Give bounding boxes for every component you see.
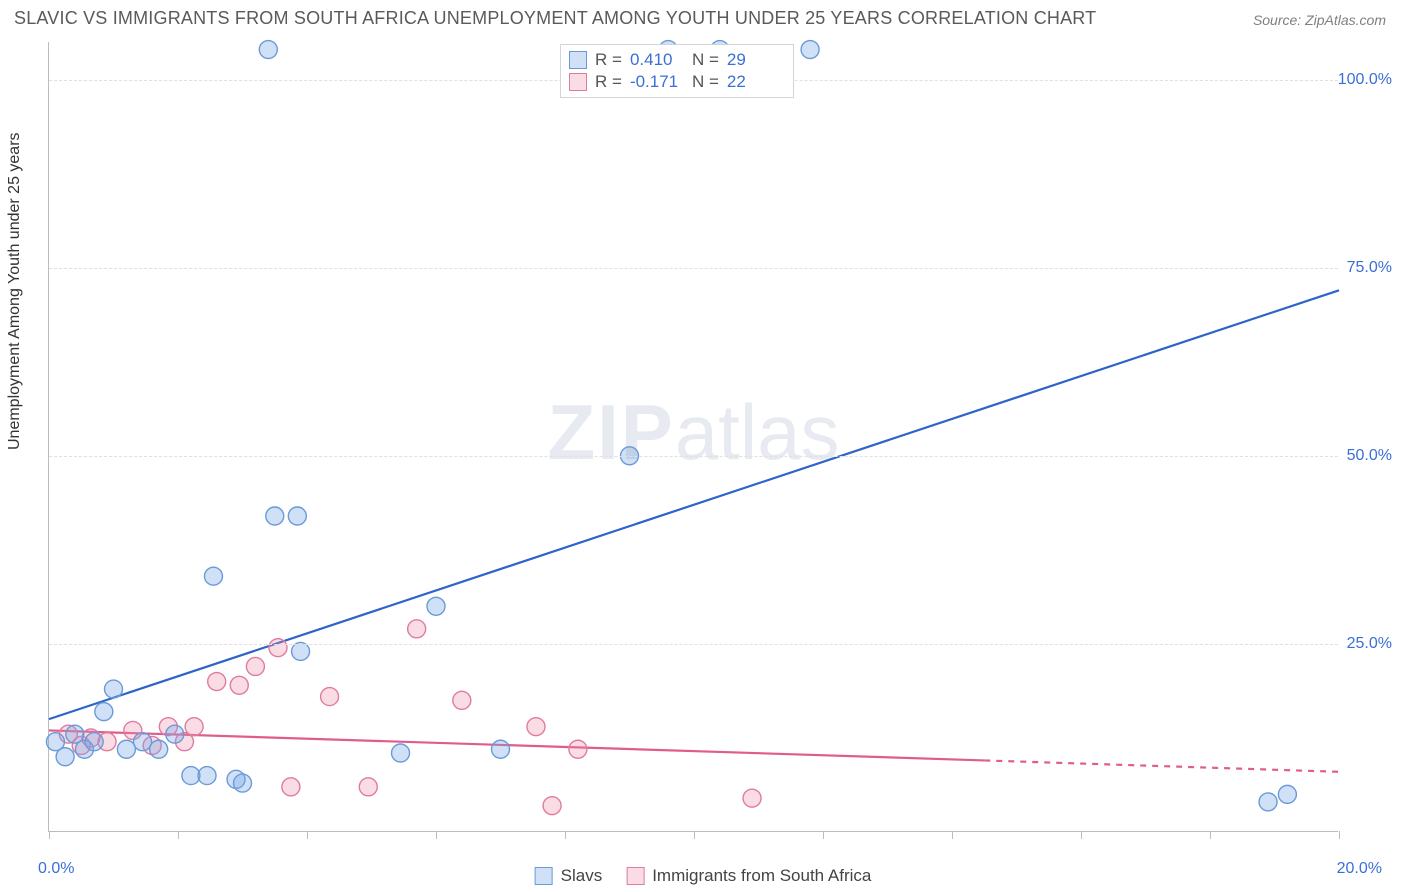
data-point [134,733,152,751]
data-point [117,740,135,758]
data-point [543,797,561,815]
legend-swatch [569,73,587,91]
legend-swatch [569,51,587,69]
legend-swatch [535,867,553,885]
gridline [49,456,1338,457]
data-point [569,740,587,758]
legend-label: Slavs [561,866,603,886]
data-point [269,639,287,657]
x-end-label: 20.0% [1337,860,1382,878]
gridline [49,644,1338,645]
bottom-legend: Slavs Immigrants from South Africa [535,866,872,886]
plot-area: ZIPatlas [48,42,1338,832]
data-point [246,657,264,675]
data-point [1259,793,1277,811]
y-axis-label: Unemployment Among Youth under 25 years [6,132,24,450]
data-point [321,688,339,706]
data-point [150,740,168,758]
stats-box: R = 0.410 N = 29 R = -0.171 N = 22 [560,44,794,98]
x-tick [952,831,953,839]
legend-item: Slavs [535,866,603,886]
data-point [408,620,426,638]
data-point [743,789,761,807]
data-point [1278,785,1296,803]
data-point [527,718,545,736]
data-point [453,691,471,709]
stat-value-r: 0.410 [630,50,684,70]
data-point [56,748,74,766]
data-point [801,41,819,59]
source-attribution: Source: ZipAtlas.com [1253,12,1386,28]
y-tick-label: 75.0% [1347,259,1392,277]
stat-value-n: 22 [727,72,781,92]
data-point [185,718,203,736]
gridline [49,268,1338,269]
stat-label-n: N = [692,72,719,92]
x-tick [565,831,566,839]
x-tick [307,831,308,839]
legend-label: Immigrants from South Africa [652,866,871,886]
x-tick [1339,831,1340,839]
x-tick [178,831,179,839]
data-point [492,740,510,758]
stat-value-r: -0.171 [630,72,684,92]
stats-row: R = -0.171 N = 22 [569,71,781,93]
y-tick-label: 50.0% [1347,447,1392,465]
legend-item: Immigrants from South Africa [626,866,871,886]
regression-line [49,290,1339,719]
x-tick [694,831,695,839]
x-tick [49,831,50,839]
chart-svg [49,42,1338,831]
regression-line-dashed [984,760,1339,771]
data-point [427,597,445,615]
y-tick-label: 25.0% [1347,635,1392,653]
data-point [182,767,200,785]
data-point [198,767,216,785]
chart-title: SLAVIC VS IMMIGRANTS FROM SOUTH AFRICA U… [14,8,1096,29]
data-point [282,778,300,796]
data-point [392,744,410,762]
x-origin-label: 0.0% [38,860,74,878]
data-point [234,774,252,792]
x-tick [1210,831,1211,839]
stats-row: R = 0.410 N = 29 [569,49,781,71]
stat-value-n: 29 [727,50,781,70]
x-tick [436,831,437,839]
stat-label-r: R = [595,72,622,92]
data-point [166,725,184,743]
data-point [105,680,123,698]
data-point [259,41,277,59]
data-point [204,567,222,585]
x-tick [823,831,824,839]
data-point [266,507,284,525]
data-point [208,673,226,691]
data-point [85,733,103,751]
x-tick [1081,831,1082,839]
data-point [230,676,248,694]
legend-swatch [626,867,644,885]
data-point [292,642,310,660]
y-tick-label: 100.0% [1338,71,1392,89]
stat-label-r: R = [595,50,622,70]
data-point [95,703,113,721]
stat-label-n: N = [692,50,719,70]
data-point [359,778,377,796]
data-point [288,507,306,525]
